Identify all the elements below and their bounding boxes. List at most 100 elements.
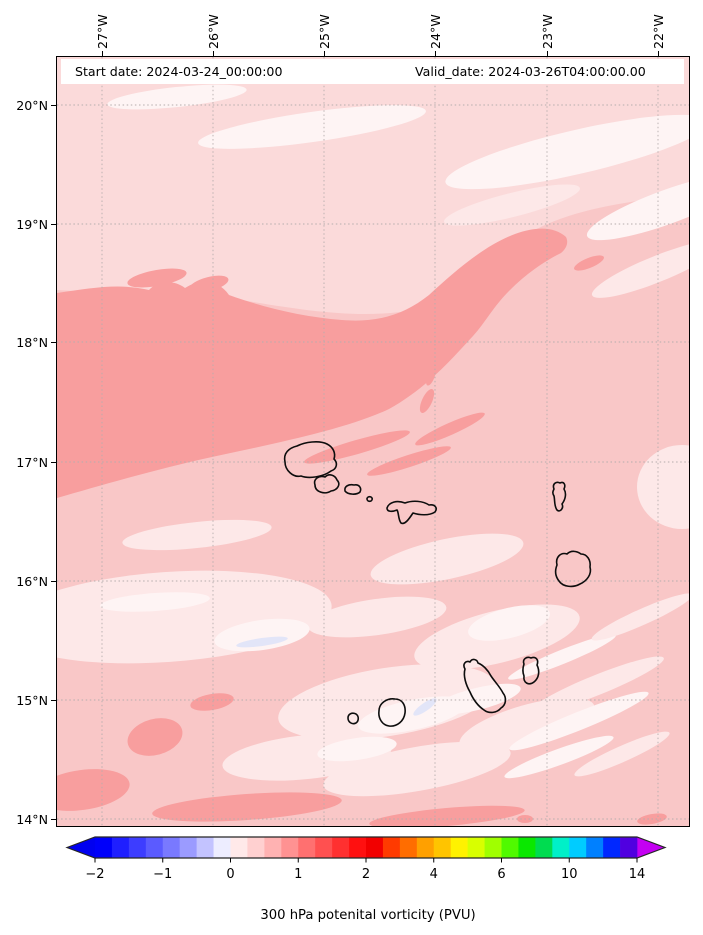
field-patch [574,255,604,271]
y-axis-tick-mark [51,342,56,343]
field-patch [637,445,689,529]
island-outline [386,500,437,525]
x-axis-tick-label: 23°W [539,14,555,49]
colorbar-tick-label: 14 [629,867,646,882]
field-patch [574,731,670,777]
colorbar-segment [95,837,113,858]
colorbar-segment [298,837,316,858]
field-patch [304,430,410,464]
colorbar-segment [179,837,197,858]
colorbar-right-arrow [637,837,665,858]
field-patch [57,57,689,314]
field-patch [57,570,332,664]
colorbar-tick-label: 1 [294,867,302,882]
field-patch [445,114,689,190]
field-patch [509,691,649,751]
y-axis-tick-label: 19°N [16,216,48,232]
field-patch [530,656,664,714]
y-axis-tick-label: 15°N [16,692,48,708]
colorbar-tick-label: −1 [153,867,172,882]
field-patch [367,446,451,476]
colorbar-body: −2 −1 0 1 2 4 6 10 14 [65,836,667,882]
colorbar-segment [213,837,231,858]
colorbar-segment [366,837,384,858]
colorbar-segment [162,837,181,858]
field-patch [369,805,525,826]
colorbar-segment [128,837,147,858]
field-patch [122,519,272,551]
field-patch [444,184,580,226]
y-axis-tick-mark [51,819,56,820]
colorbar-segment [196,837,214,858]
colorbar-segment [467,837,485,858]
island-outline [552,481,567,512]
field-patch [307,596,447,638]
colorbar-segment [145,837,164,858]
y-axis-tick-mark [51,224,56,225]
field-patch [100,592,210,612]
colorbar-tick-label: 2 [362,867,370,882]
field-patch [127,268,187,288]
date-band: Start date: 2024-03-24_00:00:00 Valid_da… [61,59,684,84]
map-svg [57,57,689,826]
island-outline [283,441,338,479]
colorbar-segment [399,837,418,858]
field-patch [425,364,437,386]
y-axis-tick-mark [51,700,56,701]
field-patch [127,718,183,756]
x-axis-tick-mark [547,51,548,56]
y-axis-tick-mark [51,462,56,463]
island-outline [522,656,540,685]
colorbar-tick-label: 0 [226,867,234,882]
colorbar-segment [586,837,604,858]
field-patch [198,105,426,149]
x-axis-tick-label: 22°W [650,14,666,49]
colorbar-segment [264,837,282,858]
y-axis-tick-mark [51,581,56,582]
colorbar-tick-label: 6 [497,867,505,882]
colorbar-segment [315,837,333,858]
field-patch [413,698,437,716]
island-outline [366,495,373,503]
valid-date-label: Valid_date: 2024-03-26T04:00:00.00 [415,64,646,79]
x-axis-tick-label: 24°W [427,14,443,49]
island-outline [344,483,362,495]
x-axis-tick-label: 27°W [94,14,110,49]
island-outline [378,698,406,727]
field-patch [57,769,130,811]
field-patch [433,683,521,715]
x-axis-tick-label: 25°W [316,14,332,49]
island-outline [463,658,507,714]
island-outline [313,474,340,494]
y-axis-tick-label: 18°N [16,334,48,350]
x-axis-tick-mark [324,51,325,56]
colorbar-segment [484,837,502,858]
colorbar-segment [620,837,638,858]
colorbar-segment [552,837,570,858]
field-patch [508,634,616,680]
field-patch [323,741,511,797]
colorbar-segment [281,837,299,858]
field-patch [370,533,524,585]
field-patch [459,697,595,753]
field-patch [152,792,342,822]
colorbar-segment [433,837,452,858]
field-patch [214,618,310,652]
start-date-label: Start date: 2024-03-24_00:00:00 [75,64,283,79]
colorbar-tick-label: 4 [430,867,438,882]
colorbar-segment [518,837,536,858]
y-axis-tick-label: 16°N [16,573,48,589]
colorbar-left-arrow [67,837,95,858]
x-axis-tick-mark [658,51,659,56]
x-axis-tick-label: 26°W [205,14,221,49]
x-axis-tick-mark [102,51,103,56]
field-patch [189,275,229,293]
colorbar-tick-label: 10 [561,867,578,882]
x-axis-tick-mark [213,51,214,56]
y-axis-tick-mark [51,105,56,106]
colorbar-segment [535,837,553,858]
colorbar-segment [349,837,367,858]
colorbar-segment [332,837,350,858]
colorbar-segment [501,837,519,858]
colorbar-tick-label: −2 [85,867,104,882]
